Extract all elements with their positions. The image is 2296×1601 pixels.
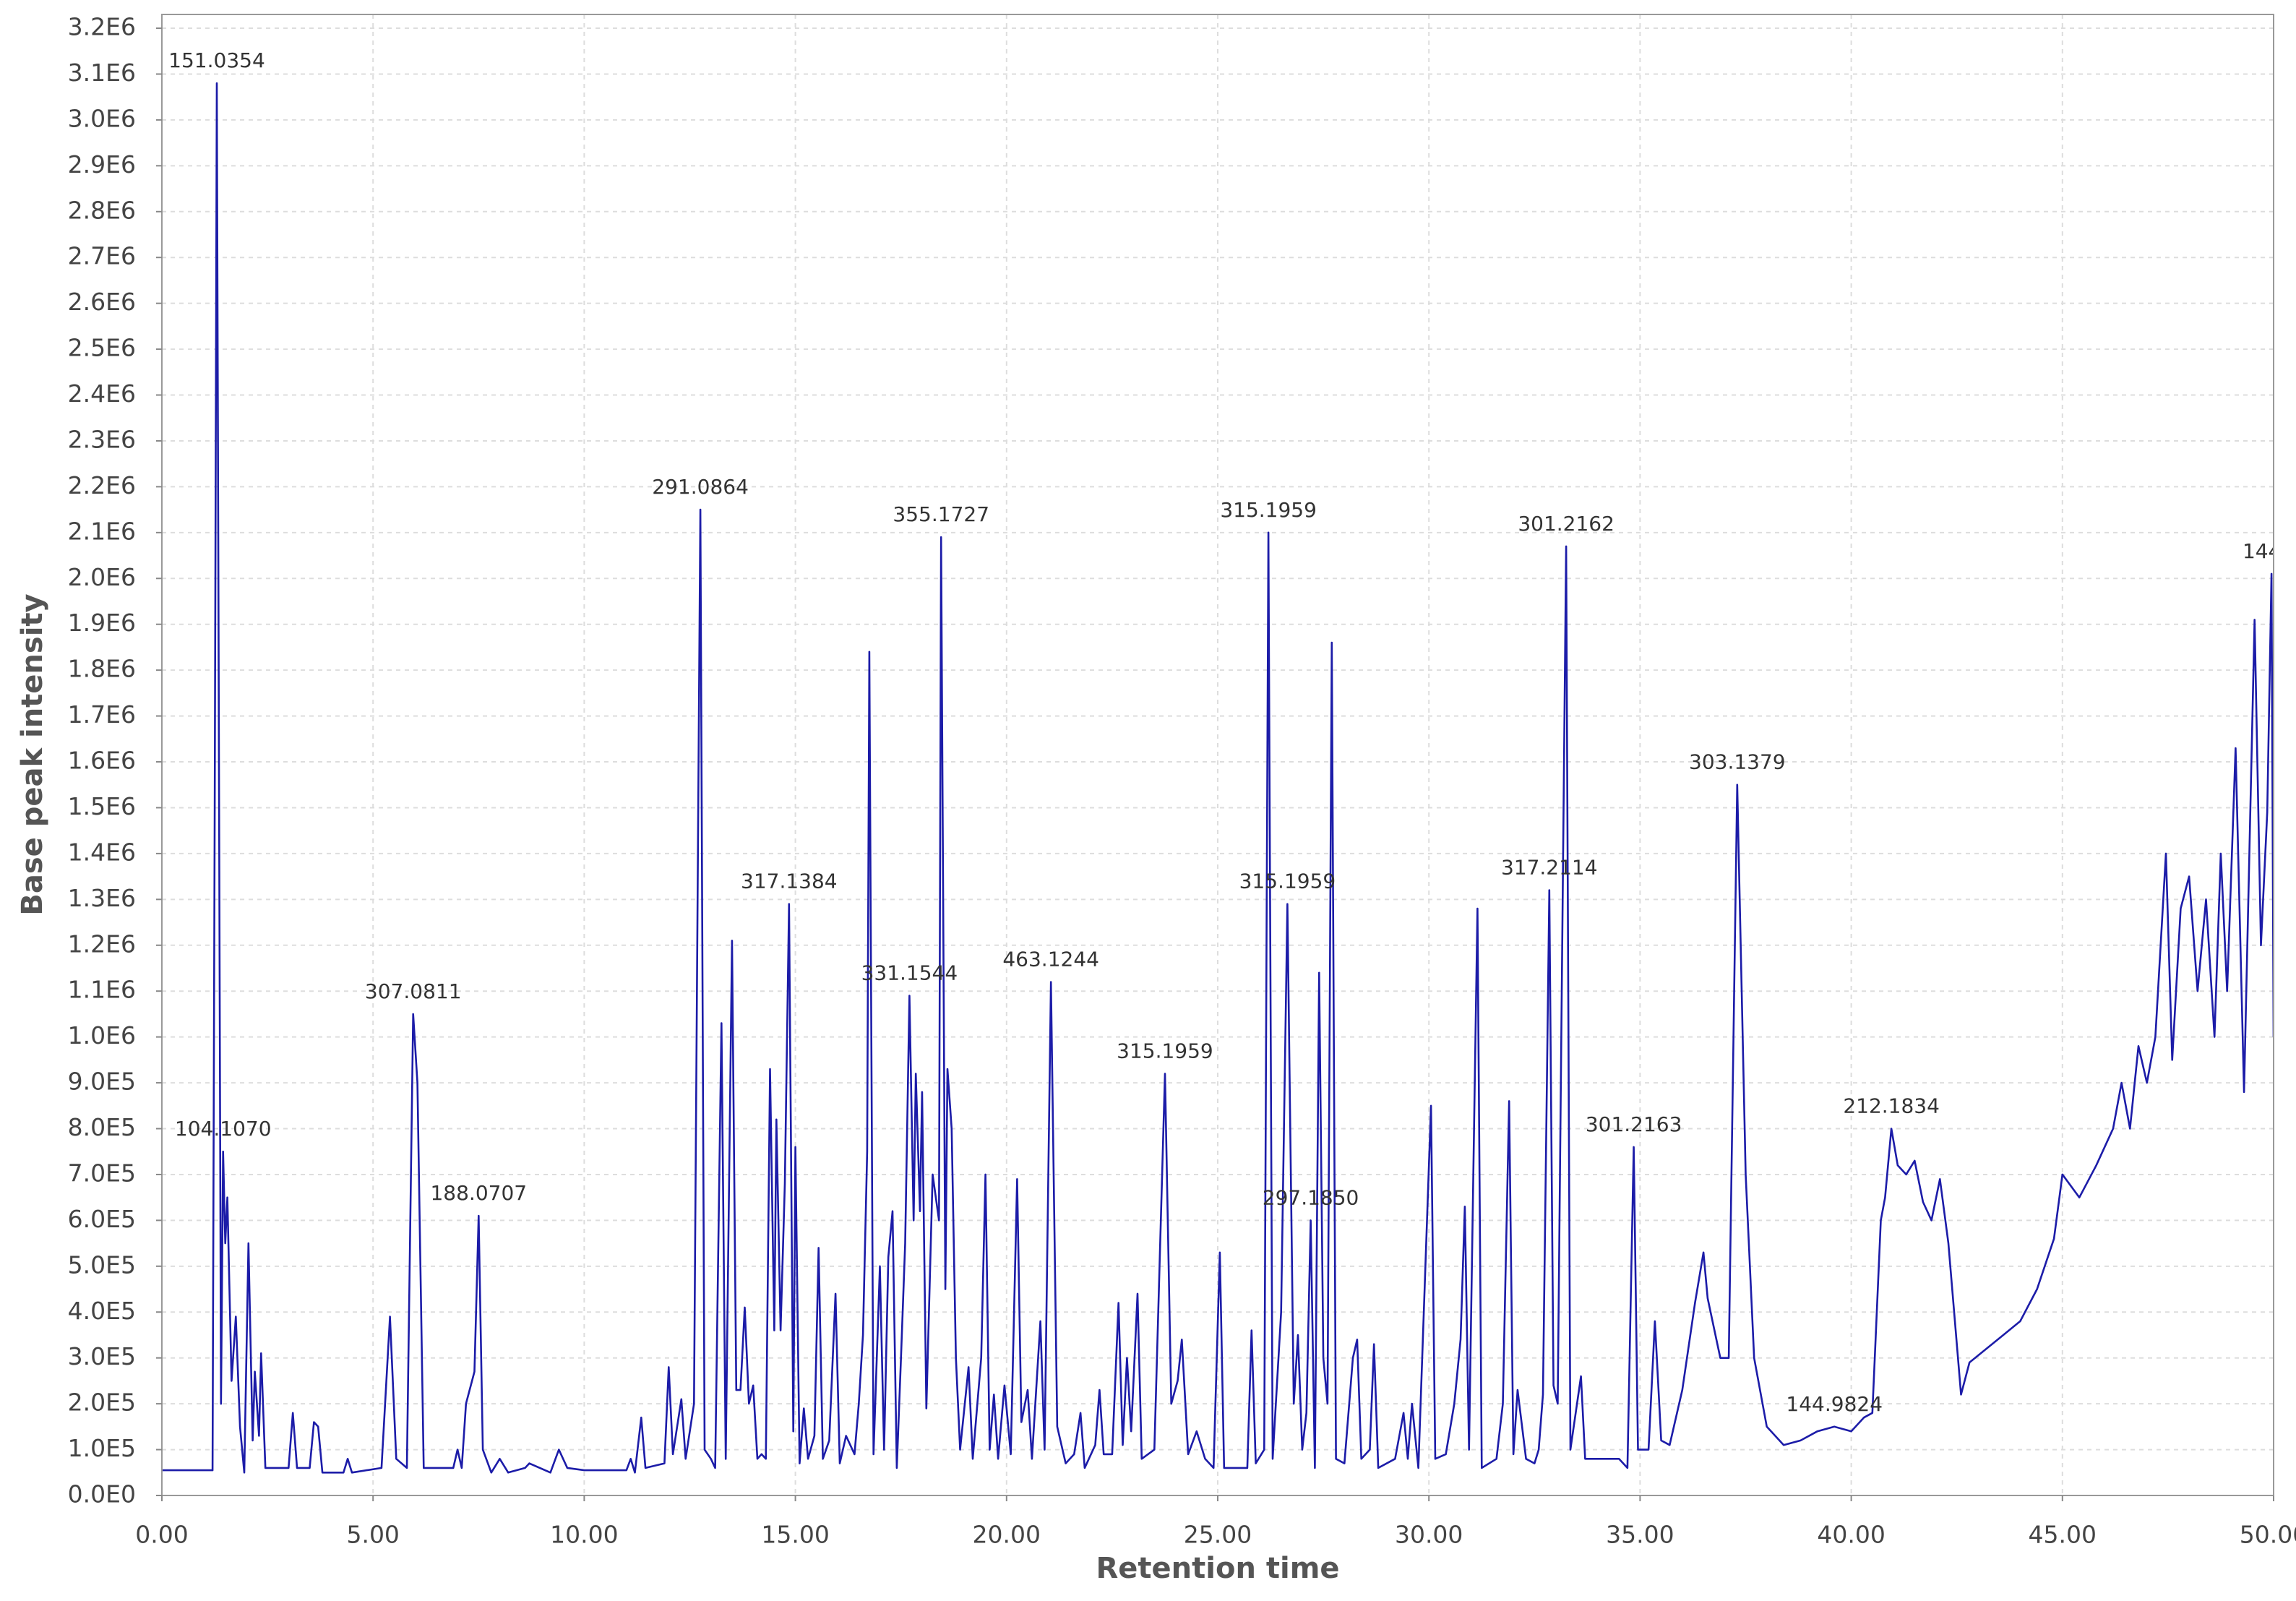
y-tick-label: 1.6E6 [68, 747, 136, 775]
peak-label: 317.2114 [1501, 856, 1598, 880]
y-tick-label: 7.0E5 [68, 1159, 136, 1187]
x-tick-label: 30.00 [1395, 1521, 1463, 1549]
y-tick-label: 3.1E6 [68, 59, 136, 87]
peak-label: 212.1834 [1843, 1094, 1940, 1118]
peak-label: 301.2162 [1518, 512, 1614, 536]
annotation-layer: 151.0354 104.1070 307.0811 188.0707 291.0864… [168, 48, 2296, 1416]
x-tick-label: 15.00 [761, 1521, 829, 1549]
x-tick-label: 5.00 [346, 1521, 399, 1549]
peak-label: 297.1850 [1263, 1185, 1359, 1209]
peak-label: 315.1959 [1239, 870, 1336, 893]
peak-label: 303.1379 [1689, 750, 1786, 774]
y-tick-label: 2.5E6 [68, 334, 136, 362]
y-tick-label: 1.8E6 [68, 655, 136, 683]
peak-label: 463.1244 [1002, 948, 1099, 971]
y-tick-label: 1.7E6 [68, 700, 136, 729]
x-tick-label: 35.00 [1606, 1521, 1674, 1549]
peak-label: 144.9 [2243, 539, 2296, 563]
x-tick-label: 50.00 [2240, 1521, 2296, 1549]
x-tick-label: 45.00 [2029, 1521, 2097, 1549]
y-tick-label: 4.0E5 [68, 1297, 136, 1325]
x-tick-label: 20.00 [973, 1521, 1041, 1549]
peak-label: 104.1070 [175, 1117, 272, 1141]
peak-label: 307.0811 [365, 979, 462, 1003]
y-tick-label: 2.1E6 [68, 517, 136, 545]
peak-label: 144.9824 [1786, 1392, 1883, 1416]
y-tick-label: 1.0E5 [68, 1434, 136, 1462]
peak-label: 291.0864 [652, 475, 749, 499]
y-tick-label: 1.5E6 [68, 792, 136, 820]
peak-label: 188.0707 [430, 1181, 527, 1205]
y-tick-label: 3.0E6 [68, 104, 136, 132]
x-tick-label: 40.00 [1817, 1521, 1885, 1549]
y-tick-label: 2.0E6 [68, 563, 136, 591]
series-layer [162, 82, 2274, 1474]
peak-label: 151.0354 [168, 48, 265, 72]
y-tick-label: 3.0E5 [68, 1342, 136, 1370]
y-tick-label: 1.4E6 [68, 838, 136, 866]
y-tick-label: 2.3E6 [68, 425, 136, 453]
peak-label: 355.1727 [893, 502, 989, 526]
y-tick-label: 9.0E5 [68, 1068, 136, 1096]
y-tick-label: 2.4E6 [68, 379, 136, 408]
y-tick-label: 1.0E6 [68, 1021, 136, 1050]
peak-label: 301.2163 [1586, 1112, 1682, 1136]
peak-label: 315.1959 [1117, 1039, 1213, 1063]
chromatogram-line [162, 82, 2274, 1474]
y-tick-label: 2.9E6 [68, 150, 136, 179]
peak-label: 317.1384 [741, 870, 838, 893]
y-tick-label: 0.0E0 [68, 1480, 136, 1508]
peak-label: 315.1959 [1220, 498, 1317, 522]
peak-label: 331.1544 [861, 961, 958, 985]
y-axis-title: Base peak intensity [16, 593, 49, 915]
y-tick-label: 5.0E5 [68, 1250, 136, 1279]
y-tick-label: 2.6E6 [68, 288, 136, 316]
y-tick-label: 6.0E5 [68, 1205, 136, 1233]
y-tick-label: 2.8E6 [68, 196, 136, 224]
y-tick-label: 1.9E6 [68, 609, 136, 637]
x-tick-label: 10.00 [550, 1521, 618, 1549]
x-axis-title: Retention time [1096, 1552, 1339, 1585]
y-tick-label: 1.3E6 [68, 884, 136, 912]
y-tick-label: 1.2E6 [68, 930, 136, 958]
y-tick-label: 2.2E6 [68, 471, 136, 499]
y-tick-label: 2.0E5 [68, 1388, 136, 1417]
x-tick-label: 0.00 [135, 1521, 188, 1549]
y-tick-label: 8.0E5 [68, 1113, 136, 1141]
y-tick-label: 1.1E6 [68, 976, 136, 1004]
axes: 0.0E0 1.0E5 2.0E5 3.0E5 4.0E5 5.0E5 6.0E5 7.0E5… [68, 13, 2296, 1549]
y-tick-label: 2.7E6 [68, 242, 136, 270]
y-tick-label: 3.2E6 [68, 13, 136, 41]
x-tick-label: 25.00 [1184, 1521, 1252, 1549]
